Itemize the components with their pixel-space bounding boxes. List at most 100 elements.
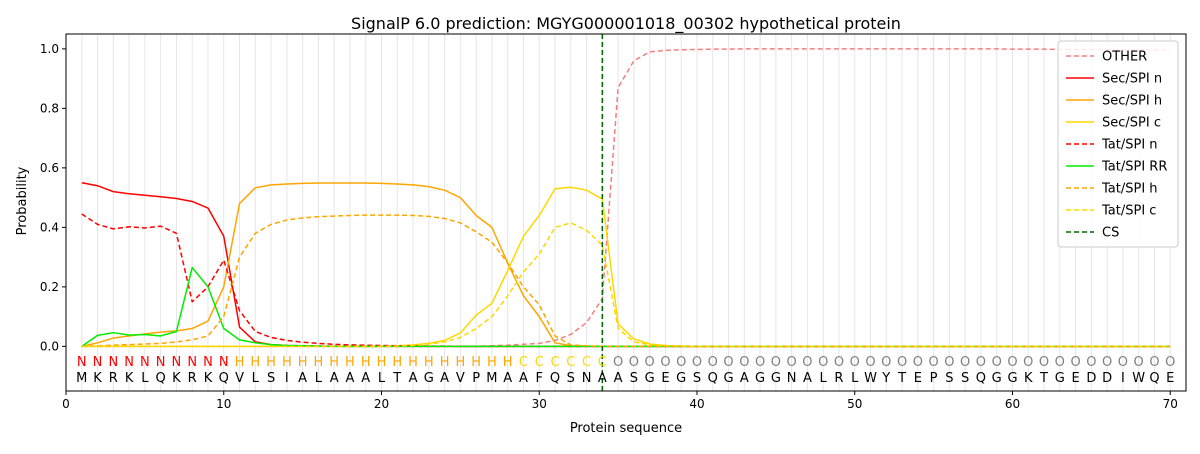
region-label: H xyxy=(408,355,418,370)
region-label: H xyxy=(440,355,450,370)
region-label: O xyxy=(692,355,702,370)
region-label: O xyxy=(1039,355,1049,370)
region-label: C xyxy=(566,355,575,370)
residue-letter: L xyxy=(252,371,260,386)
residue-letter: G xyxy=(992,371,1002,386)
region-label: H xyxy=(329,355,339,370)
region-label: H xyxy=(235,355,245,370)
region-label: C xyxy=(519,355,528,370)
legend-box xyxy=(1057,40,1179,248)
residue-letter: G xyxy=(645,371,655,386)
region-label: N xyxy=(187,355,197,370)
series-line-sec-spi-c xyxy=(81,186,1171,348)
residue-letter: A xyxy=(740,371,749,386)
region-label: C xyxy=(598,355,607,370)
region-label: N xyxy=(108,355,118,370)
legend-label: Sec/SPI n xyxy=(1102,72,1162,87)
residue-letter: A xyxy=(361,371,370,386)
residue-letter: K xyxy=(125,371,134,386)
region-label: N xyxy=(140,355,150,370)
region-label: N xyxy=(203,355,213,370)
region-label: O xyxy=(976,355,986,370)
series-line-sec-spi-h xyxy=(81,182,1171,348)
residue-letter: V xyxy=(235,371,244,386)
residue-letter: F xyxy=(535,371,542,386)
residue-letter: E xyxy=(914,371,922,386)
legend-label: CS xyxy=(1102,226,1119,241)
region-label: O xyxy=(834,355,844,370)
y-tick-label: 0.6 xyxy=(40,161,59,175)
region-label: O xyxy=(897,355,907,370)
region-label: N xyxy=(219,355,229,370)
region-label: O xyxy=(960,355,970,370)
residue-letter: P xyxy=(472,371,480,386)
y-tick-label: 0.2 xyxy=(40,280,59,294)
region-label: O xyxy=(1023,355,1033,370)
region-label: C xyxy=(550,355,559,370)
x-tick-label: 70 xyxy=(1163,397,1178,411)
region-label: H xyxy=(250,355,260,370)
region-label: O xyxy=(818,355,828,370)
residue-letter: G xyxy=(771,371,781,386)
residue-letter: G xyxy=(755,371,765,386)
residue-letter: R xyxy=(834,371,843,386)
residue-letter: A xyxy=(614,371,623,386)
region-label: N xyxy=(156,355,166,370)
y-axis-label: Probability xyxy=(15,166,30,235)
region-label: O xyxy=(676,355,686,370)
region-label: O xyxy=(913,355,923,370)
region-label: H xyxy=(298,355,308,370)
residue-letter: E xyxy=(1071,371,1079,386)
region-label: O xyxy=(1165,355,1175,370)
region-label: O xyxy=(1102,355,1112,370)
residue-letter: A xyxy=(330,371,339,386)
residue-letter: Q xyxy=(976,371,986,386)
legend-label: Tat/SPI h xyxy=(1101,182,1158,197)
region-label: H xyxy=(503,355,513,370)
residue-letter: Q xyxy=(219,371,229,386)
region-label: C xyxy=(535,355,544,370)
residue-letter: L xyxy=(378,371,386,386)
series-lines xyxy=(81,48,1171,348)
region-label: O xyxy=(755,355,765,370)
residue-letter: D xyxy=(1102,371,1112,386)
region-label: O xyxy=(645,355,655,370)
x-tick-label: 50 xyxy=(847,397,862,411)
region-label: O xyxy=(1055,355,1065,370)
residue-letter: K xyxy=(1024,371,1033,386)
residue-letter: G xyxy=(723,371,733,386)
y-tick-label: 0.0 xyxy=(40,339,59,353)
residue-letter: Q xyxy=(550,371,560,386)
residue-letter: Q xyxy=(1149,371,1159,386)
residue-letter: A xyxy=(503,371,512,386)
region-label: H xyxy=(487,355,497,370)
x-tick-label: 30 xyxy=(532,397,547,411)
residue-letter: S xyxy=(267,371,275,386)
x-tick-label: 20 xyxy=(374,397,389,411)
region-label: O xyxy=(944,355,954,370)
region-label: C xyxy=(582,355,591,370)
residue-letter: G xyxy=(676,371,686,386)
residue-letter: P xyxy=(930,371,938,386)
residue-letter: S xyxy=(945,371,953,386)
region-label: O xyxy=(1149,355,1159,370)
series-line-tat-spi-rr xyxy=(81,266,1171,348)
region-label: O xyxy=(1134,355,1144,370)
y-tick-label: 0.8 xyxy=(40,101,59,115)
region-label: O xyxy=(881,355,891,370)
residue-letter: A xyxy=(803,371,812,386)
residue-letter: E xyxy=(661,371,669,386)
region-label: H xyxy=(424,355,434,370)
residue-letter: E xyxy=(1166,371,1174,386)
region-label: O xyxy=(787,355,797,370)
region-label: H xyxy=(392,355,402,370)
residue-letter: G xyxy=(424,371,434,386)
region-label: H xyxy=(266,355,276,370)
region-label: H xyxy=(455,355,465,370)
legend-label: OTHER xyxy=(1102,50,1147,65)
y-tick-label: 0.4 xyxy=(40,220,59,234)
region-label: N xyxy=(172,355,182,370)
region-label: O xyxy=(992,355,1002,370)
residue-letter: K xyxy=(93,371,102,386)
residue-letter: T xyxy=(897,371,906,386)
